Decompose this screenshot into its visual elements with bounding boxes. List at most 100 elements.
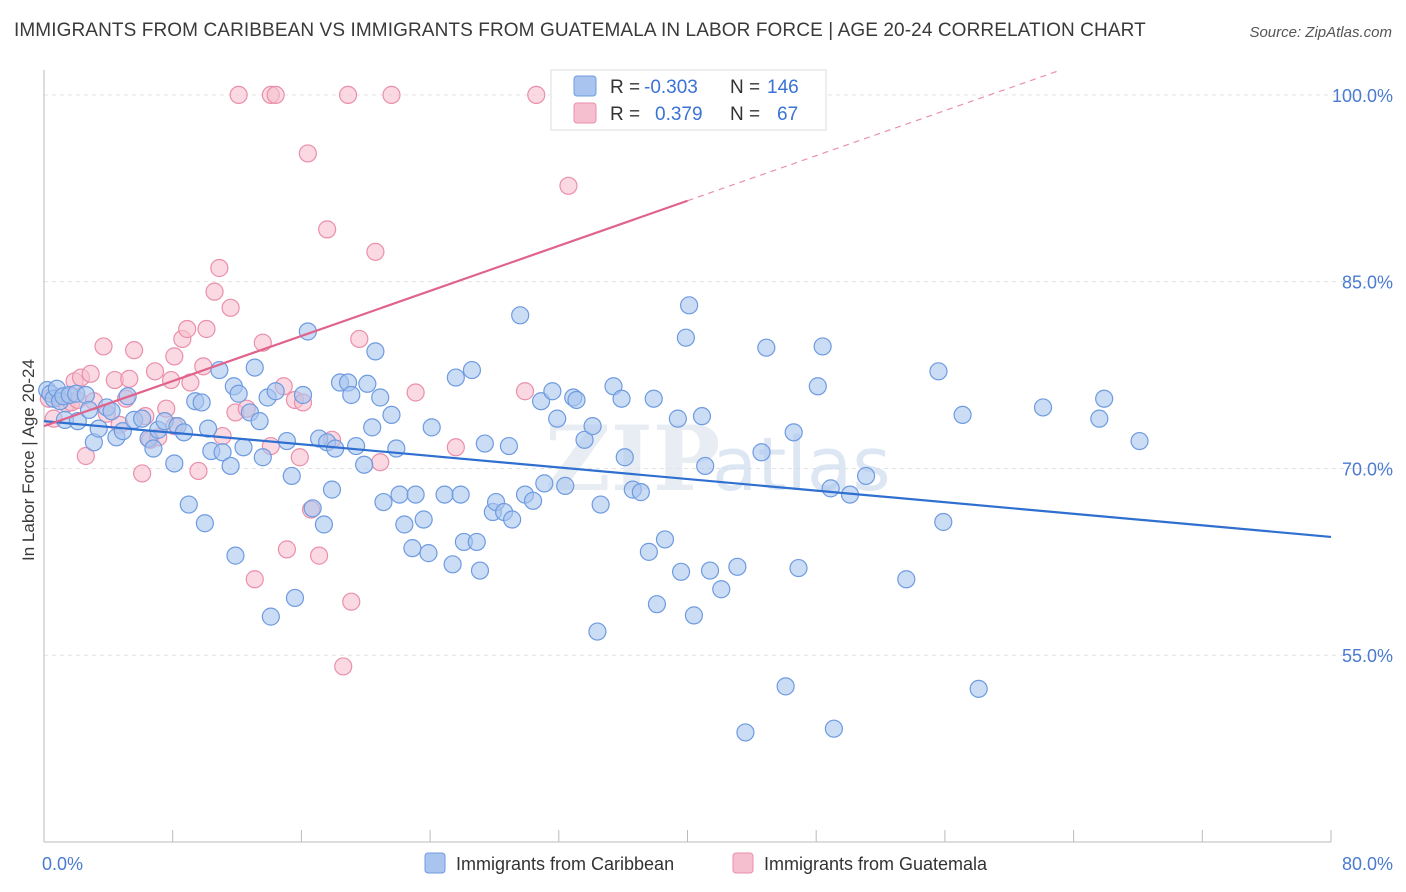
point-caribbean-36 bbox=[221, 456, 240, 476]
point-caribbean-77 bbox=[435, 485, 454, 504]
point-guatemala-33 bbox=[210, 258, 229, 278]
point-guatemala-9 bbox=[81, 364, 100, 383]
point-caribbean-137 bbox=[934, 512, 953, 532]
point-guatemala-58 bbox=[366, 242, 385, 261]
point-guatemala-63 bbox=[515, 382, 535, 401]
point-guatemala-8 bbox=[76, 446, 95, 466]
point-guatemala-45 bbox=[277, 540, 297, 559]
point-caribbean-106 bbox=[612, 389, 631, 408]
legend-r-label-guatemala: R = bbox=[610, 104, 640, 125]
legend-n-label-guatemala: N = bbox=[730, 104, 760, 125]
point-caribbean-124 bbox=[752, 443, 771, 462]
point-caribbean-84 bbox=[470, 561, 490, 580]
point-caribbean-115 bbox=[676, 328, 695, 347]
point-caribbean-80 bbox=[451, 485, 470, 504]
point-caribbean-131 bbox=[821, 479, 840, 498]
point-guatemala-39 bbox=[245, 570, 264, 589]
point-caribbean-91 bbox=[511, 306, 530, 325]
point-caribbean-74 bbox=[414, 510, 433, 529]
x-tick-label-0: 0.0% bbox=[42, 854, 83, 874]
point-caribbean-129 bbox=[808, 377, 827, 396]
point-caribbean-67 bbox=[374, 492, 393, 512]
point-caribbean-63 bbox=[358, 374, 377, 393]
point-caribbean-90 bbox=[503, 510, 522, 529]
point-guatemala-62 bbox=[446, 438, 465, 457]
point-caribbean-25 bbox=[165, 454, 184, 473]
point-caribbean-22 bbox=[144, 439, 163, 458]
point-caribbean-95 bbox=[535, 474, 554, 493]
y-tick-label-2: 85.0% bbox=[1342, 273, 1393, 293]
point-caribbean-61 bbox=[346, 436, 366, 456]
point-caribbean-75 bbox=[419, 544, 438, 563]
point-caribbean-65 bbox=[366, 342, 385, 361]
point-caribbean-71 bbox=[395, 515, 414, 534]
point-caribbean-70 bbox=[390, 485, 409, 504]
point-caribbean-78 bbox=[443, 555, 462, 574]
point-caribbean-123 bbox=[728, 557, 747, 576]
y-tick-label-0: 55.0% bbox=[1342, 646, 1393, 666]
point-guatemala-60 bbox=[382, 85, 401, 105]
legend-swatch-guatemala bbox=[573, 102, 597, 124]
point-caribbean-69 bbox=[387, 439, 406, 458]
point-caribbean-109 bbox=[631, 483, 650, 502]
point-caribbean-28 bbox=[179, 495, 198, 514]
point-guatemala-17 bbox=[124, 341, 144, 360]
point-guatemala-35 bbox=[221, 298, 240, 317]
point-caribbean-43 bbox=[253, 448, 272, 467]
trend-line-caribbean bbox=[43, 420, 1332, 539]
source-credit: Source: ZipAtlas.com bbox=[1249, 24, 1392, 41]
legend-r-caribbean: -0.303 bbox=[644, 77, 698, 98]
point-guatemala-59 bbox=[371, 453, 390, 472]
point-caribbean-100 bbox=[567, 390, 586, 410]
legend-r-label-caribbean: R = bbox=[610, 77, 640, 98]
point-guatemala-31 bbox=[197, 319, 216, 339]
point-caribbean-56 bbox=[322, 480, 342, 499]
point-caribbean-119 bbox=[692, 407, 712, 426]
point-guatemala-42 bbox=[266, 85, 285, 105]
point-guatemala-49 bbox=[298, 144, 317, 163]
point-caribbean-32 bbox=[198, 419, 218, 438]
point-caribbean-35 bbox=[213, 443, 232, 462]
point-guatemala-37 bbox=[229, 85, 248, 105]
stats-legend: R = -0.303 N = 146 R = 0.379 N = 67 bbox=[550, 69, 827, 131]
point-guatemala-21 bbox=[145, 362, 165, 381]
point-caribbean-134 bbox=[856, 466, 876, 486]
point-caribbean-60 bbox=[342, 385, 361, 405]
point-guatemala-56 bbox=[342, 592, 361, 611]
point-guatemala-27 bbox=[178, 319, 197, 339]
point-caribbean-31 bbox=[195, 514, 214, 533]
point-caribbean-102 bbox=[583, 417, 602, 436]
point-caribbean-64 bbox=[363, 418, 382, 437]
point-caribbean-49 bbox=[285, 588, 305, 608]
point-caribbean-113 bbox=[655, 530, 675, 549]
point-caribbean-73 bbox=[406, 485, 425, 504]
axes bbox=[43, 70, 1332, 843]
point-caribbean-79 bbox=[446, 368, 465, 387]
point-caribbean-112 bbox=[647, 595, 667, 614]
series-legend: Immigrants from Caribbean Immigrants fro… bbox=[424, 852, 988, 874]
point-caribbean-42 bbox=[250, 412, 269, 431]
point-caribbean-98 bbox=[556, 476, 575, 495]
point-guatemala-18 bbox=[133, 464, 152, 483]
point-caribbean-48 bbox=[282, 466, 301, 486]
point-caribbean-142 bbox=[1095, 389, 1114, 408]
point-guatemala-29 bbox=[189, 461, 208, 481]
point-caribbean-10 bbox=[76, 385, 95, 405]
point-caribbean-110 bbox=[639, 542, 658, 561]
chart-title: IMMIGRANTS FROM CARIBBEAN VS IMMIGRANTS … bbox=[14, 20, 1146, 41]
point-caribbean-13 bbox=[89, 419, 108, 438]
trend-lines bbox=[43, 69, 1332, 539]
point-caribbean-118 bbox=[684, 606, 704, 625]
series-legend-caribbean: Immigrants from Caribbean bbox=[456, 854, 674, 874]
point-caribbean-62 bbox=[355, 455, 374, 474]
point-caribbean-126 bbox=[776, 677, 795, 696]
point-guatemala-32 bbox=[205, 282, 224, 301]
point-caribbean-139 bbox=[969, 679, 988, 698]
x-tick-label-1: 80.0% bbox=[1342, 854, 1393, 874]
series-legend-swatch-caribbean bbox=[424, 852, 446, 874]
point-guatemala-24 bbox=[161, 370, 181, 390]
point-caribbean-144 bbox=[736, 723, 755, 742]
point-caribbean-130 bbox=[813, 337, 832, 356]
point-caribbean-120 bbox=[696, 456, 715, 476]
point-caribbean-138 bbox=[953, 405, 972, 425]
